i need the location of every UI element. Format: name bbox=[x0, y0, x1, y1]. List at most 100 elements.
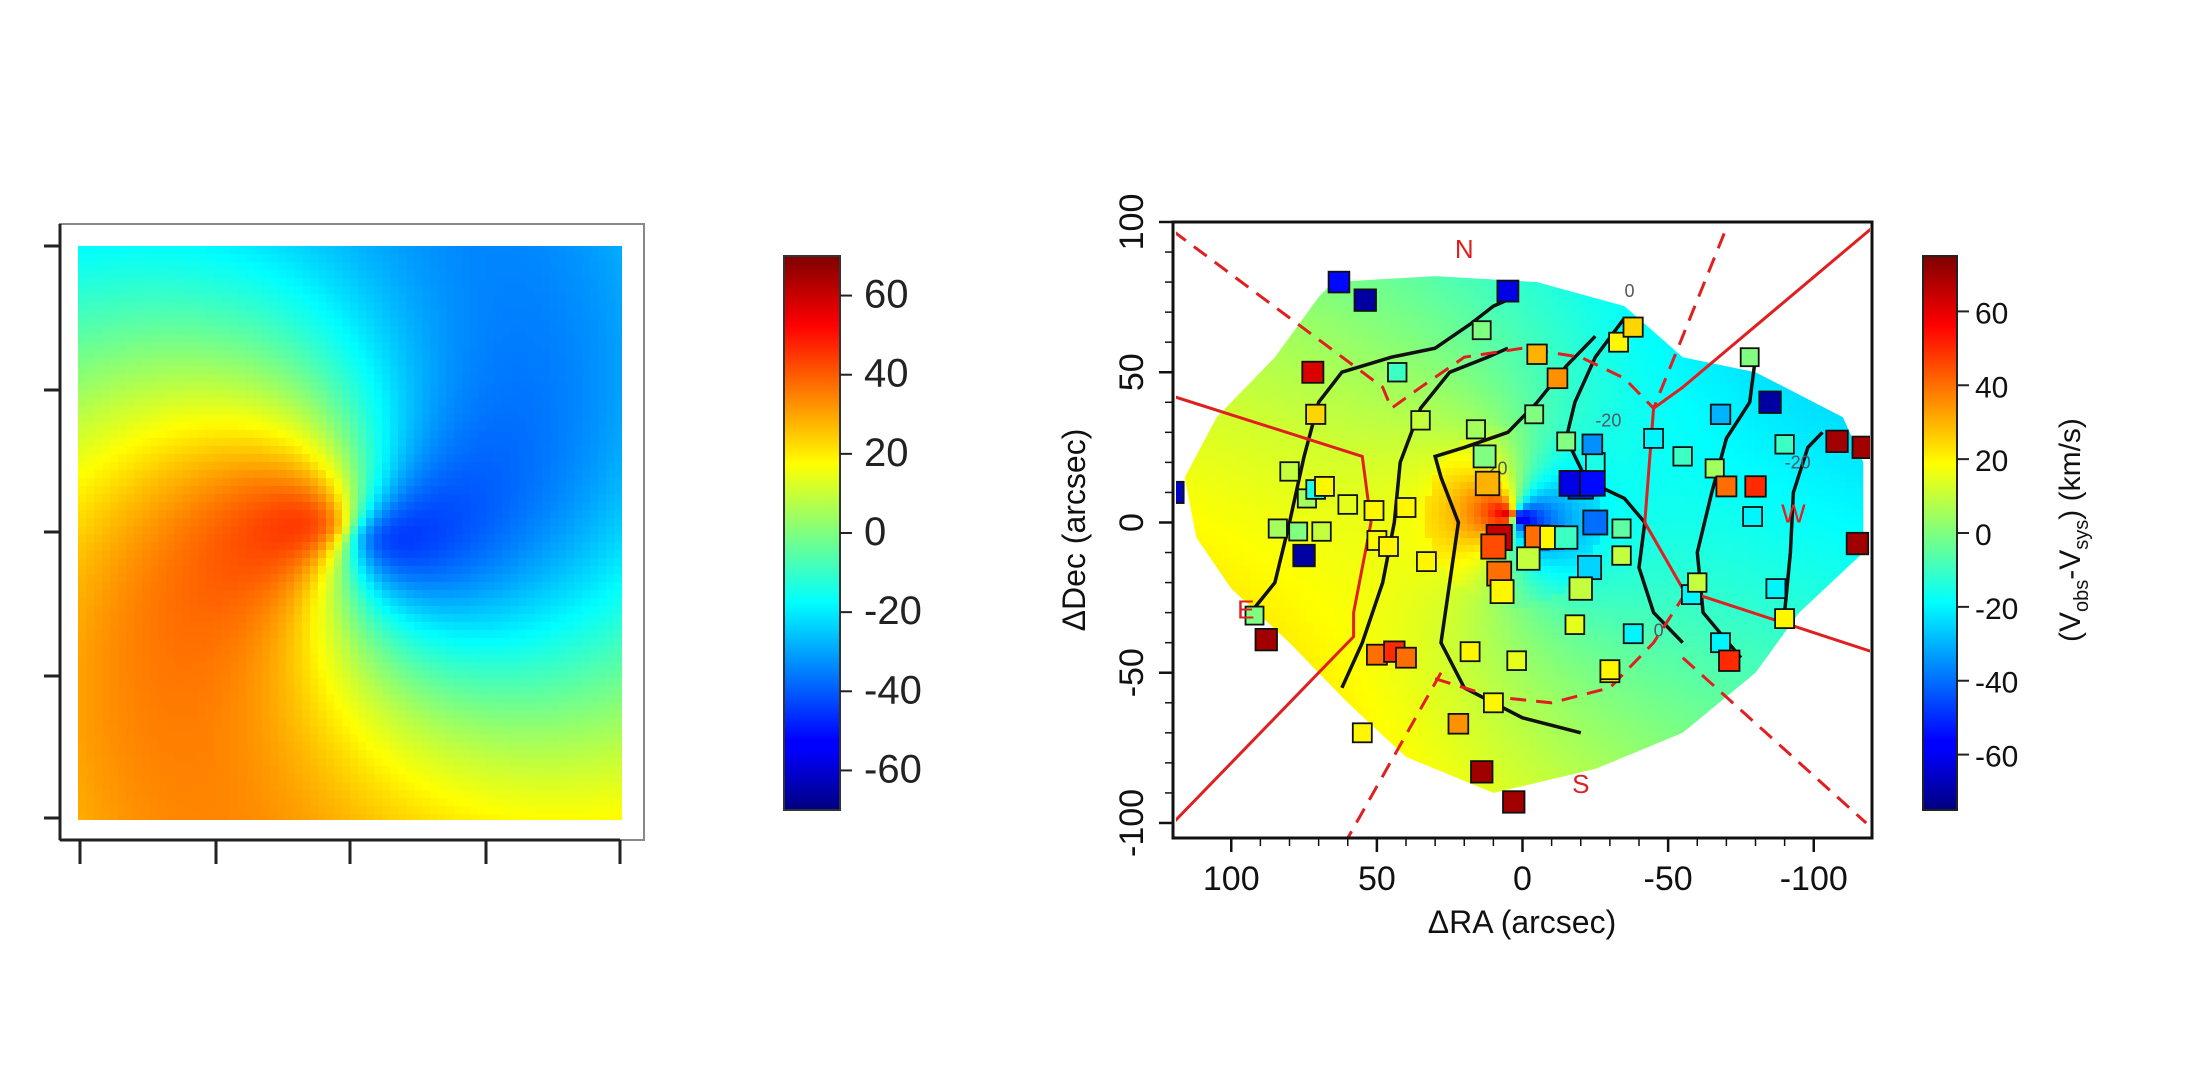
left-heatmap-cell bbox=[278, 606, 287, 615]
left-heatmap-cell bbox=[278, 638, 287, 647]
left-heatmap-cell bbox=[310, 790, 319, 799]
left-heatmap-cell bbox=[502, 718, 511, 727]
left-heatmap-cell bbox=[510, 798, 519, 807]
left-heatmap-cell bbox=[590, 286, 599, 295]
left-heatmap-cell bbox=[246, 302, 255, 311]
left-heatmap-cell bbox=[606, 678, 615, 687]
left-heatmap-cell bbox=[238, 582, 247, 591]
left-heatmap-cell bbox=[246, 262, 255, 271]
left-heatmap-cell bbox=[334, 278, 343, 287]
left-heatmap-cell bbox=[278, 670, 287, 679]
left-heatmap-cell bbox=[174, 318, 183, 327]
left-heatmap-cell bbox=[398, 254, 407, 263]
left-heatmap-cell bbox=[94, 414, 103, 423]
left-heatmap-cell bbox=[278, 390, 287, 399]
right-heatmap-cell bbox=[1684, 230, 1692, 238]
left-heatmap-cell bbox=[366, 350, 375, 359]
left-heatmap-cell bbox=[494, 438, 503, 447]
left-heatmap-cell bbox=[246, 374, 255, 383]
left-heatmap-cell bbox=[510, 318, 519, 327]
left-heatmap-cell bbox=[118, 590, 127, 599]
left-heatmap-cell bbox=[414, 286, 423, 295]
left-heatmap-cell bbox=[134, 486, 143, 495]
left-heatmap-cell bbox=[486, 790, 495, 799]
left-heatmap-cell bbox=[366, 566, 375, 575]
left-heatmap-cell bbox=[126, 414, 135, 423]
left-heatmap-cell bbox=[454, 686, 463, 695]
left-heatmap-cell bbox=[606, 542, 615, 551]
left-heatmap-cell bbox=[278, 334, 287, 343]
left-heatmap-cell bbox=[150, 278, 159, 287]
left-heatmap-cell bbox=[478, 270, 487, 279]
left-heatmap-cell bbox=[126, 422, 135, 431]
left-heatmap-cell bbox=[430, 398, 439, 407]
left-heatmap-cell bbox=[302, 574, 311, 583]
left-heatmap-cell bbox=[302, 262, 311, 271]
left-heatmap-cell bbox=[614, 558, 622, 567]
left-heatmap-cell bbox=[134, 750, 143, 759]
left-heatmap-cell bbox=[598, 710, 607, 719]
left-heatmap-cell bbox=[334, 486, 343, 495]
left-heatmap-cell bbox=[158, 742, 167, 751]
left-heatmap-cell bbox=[254, 294, 263, 303]
left-heatmap-cell bbox=[286, 254, 295, 263]
left-heatmap-cell bbox=[446, 454, 455, 463]
left-heatmap-cell bbox=[534, 798, 543, 807]
left-heatmap-cell bbox=[166, 486, 175, 495]
left-heatmap-cell bbox=[398, 774, 407, 783]
left-heatmap-cell bbox=[102, 398, 111, 407]
left-heatmap-cell bbox=[230, 654, 239, 663]
left-heatmap-cell bbox=[558, 462, 567, 471]
left-heatmap-cell bbox=[294, 662, 303, 671]
left-heatmap-cell bbox=[182, 326, 191, 335]
left-heatmap-cell bbox=[430, 670, 439, 679]
left-heatmap-cell bbox=[374, 430, 383, 439]
left-heatmap-cell bbox=[614, 454, 622, 463]
left-heatmap-cell bbox=[150, 798, 159, 807]
left-heatmap-cell bbox=[614, 246, 622, 255]
left-heatmap-cell bbox=[358, 254, 367, 263]
left-heatmap-cell bbox=[126, 438, 135, 447]
left-heatmap-cell bbox=[462, 430, 471, 439]
left-heatmap-cell bbox=[254, 710, 263, 719]
left-heatmap-cell bbox=[598, 518, 607, 527]
left-heatmap-cell bbox=[534, 502, 543, 511]
left-heatmap-cell bbox=[438, 486, 447, 495]
left-heatmap-cell bbox=[342, 470, 351, 479]
left-heatmap-cell bbox=[334, 326, 343, 335]
left-heatmap-cell bbox=[342, 310, 351, 319]
left-heatmap-cell bbox=[254, 302, 263, 311]
left-heatmap-cell bbox=[78, 358, 87, 367]
left-heatmap-cell bbox=[598, 334, 607, 343]
left-heatmap-cell bbox=[206, 670, 215, 679]
left-heatmap-cell bbox=[606, 718, 615, 727]
left-heatmap-cell bbox=[118, 446, 127, 455]
left-heatmap-cell bbox=[414, 502, 423, 511]
left-heatmap-cell bbox=[606, 454, 615, 463]
left-heatmap-cell bbox=[374, 318, 383, 327]
left-heatmap-cell bbox=[190, 262, 199, 271]
left-heatmap-cell bbox=[422, 326, 431, 335]
left-heatmap-cell bbox=[238, 734, 247, 743]
left-heatmap-cell bbox=[486, 358, 495, 367]
left-heatmap-cell bbox=[174, 406, 183, 415]
left-heatmap-cell bbox=[262, 526, 271, 535]
left-heatmap-cell bbox=[430, 758, 439, 767]
left-heatmap-cell bbox=[238, 718, 247, 727]
left-heatmap-cell bbox=[358, 550, 367, 559]
left-heatmap-cell bbox=[206, 254, 215, 263]
left-heatmap-cell bbox=[246, 470, 255, 479]
left-heatmap-cell bbox=[430, 566, 439, 575]
left-heatmap-cell bbox=[462, 518, 471, 527]
left-heatmap-cell bbox=[214, 390, 223, 399]
left-heatmap-cell bbox=[486, 246, 495, 255]
left-heatmap-cell bbox=[454, 454, 463, 463]
left-heatmap-cell bbox=[190, 702, 199, 711]
left-heatmap-cell bbox=[150, 414, 159, 423]
left-heatmap-cell bbox=[550, 646, 559, 655]
left-heatmap-cell bbox=[502, 558, 511, 567]
left-heatmap-cell bbox=[278, 286, 287, 295]
left-heatmap-cell bbox=[158, 598, 167, 607]
colorbar-tick-label: -20 bbox=[864, 589, 922, 633]
left-heatmap-cell bbox=[526, 286, 535, 295]
